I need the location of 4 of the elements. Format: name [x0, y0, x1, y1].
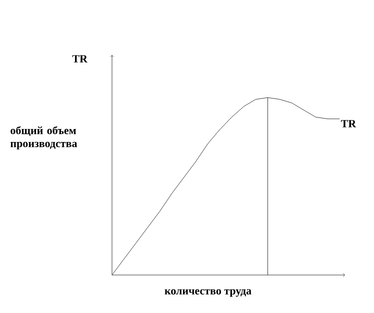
text: общий объем производства — [10, 126, 78, 150]
x-axis-title: количество труда — [164, 289, 252, 297]
y-axis-title: TR — [72, 55, 88, 62]
series-label: TR — [340, 120, 356, 128]
